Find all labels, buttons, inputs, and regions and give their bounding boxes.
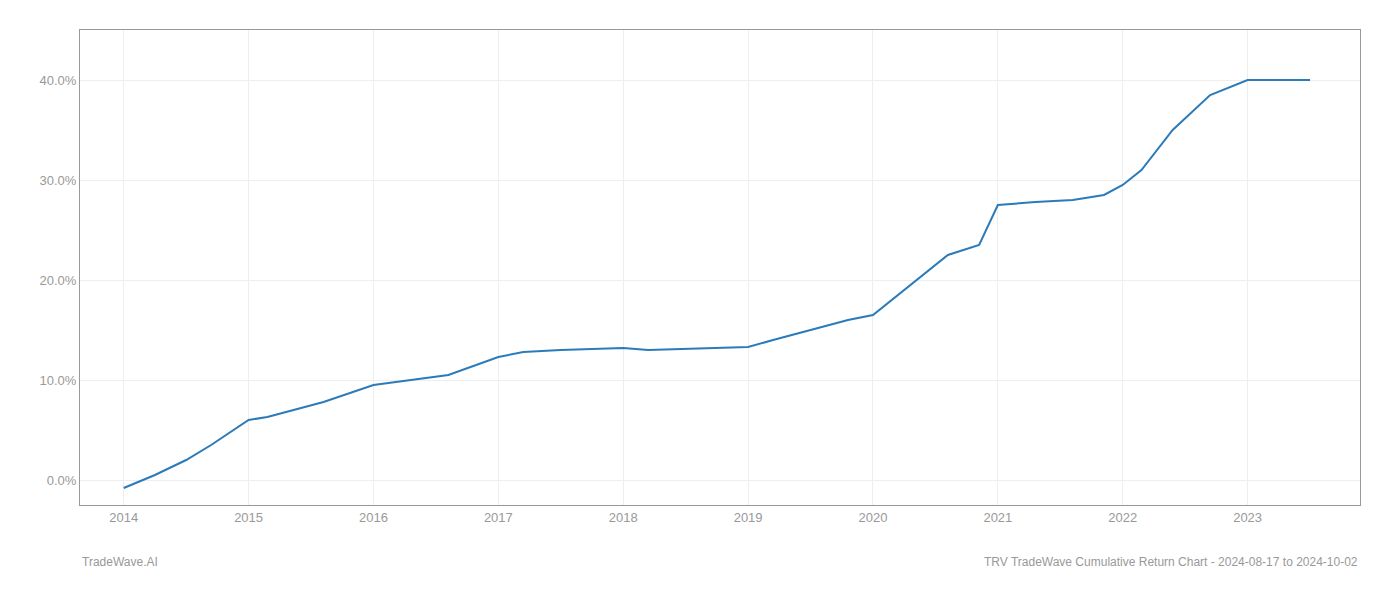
svg-text:2016: 2016 <box>359 510 388 525</box>
svg-text:2014: 2014 <box>109 510 138 525</box>
svg-text:10.0%: 10.0% <box>40 373 77 388</box>
svg-text:TRV TradeWave Cumulative Retur: TRV TradeWave Cumulative Return Chart - … <box>984 555 1358 569</box>
svg-text:TradeWave.AI: TradeWave.AI <box>82 555 158 569</box>
svg-text:2023: 2023 <box>1233 510 1262 525</box>
svg-text:2022: 2022 <box>1108 510 1137 525</box>
svg-text:0.0%: 0.0% <box>47 473 77 488</box>
svg-text:2020: 2020 <box>859 510 888 525</box>
svg-text:2015: 2015 <box>234 510 263 525</box>
svg-text:2018: 2018 <box>609 510 638 525</box>
svg-text:2021: 2021 <box>983 510 1012 525</box>
svg-text:30.0%: 30.0% <box>40 173 77 188</box>
svg-text:40.0%: 40.0% <box>40 73 77 88</box>
svg-text:2019: 2019 <box>734 510 763 525</box>
svg-text:2017: 2017 <box>484 510 513 525</box>
svg-text:20.0%: 20.0% <box>40 273 77 288</box>
